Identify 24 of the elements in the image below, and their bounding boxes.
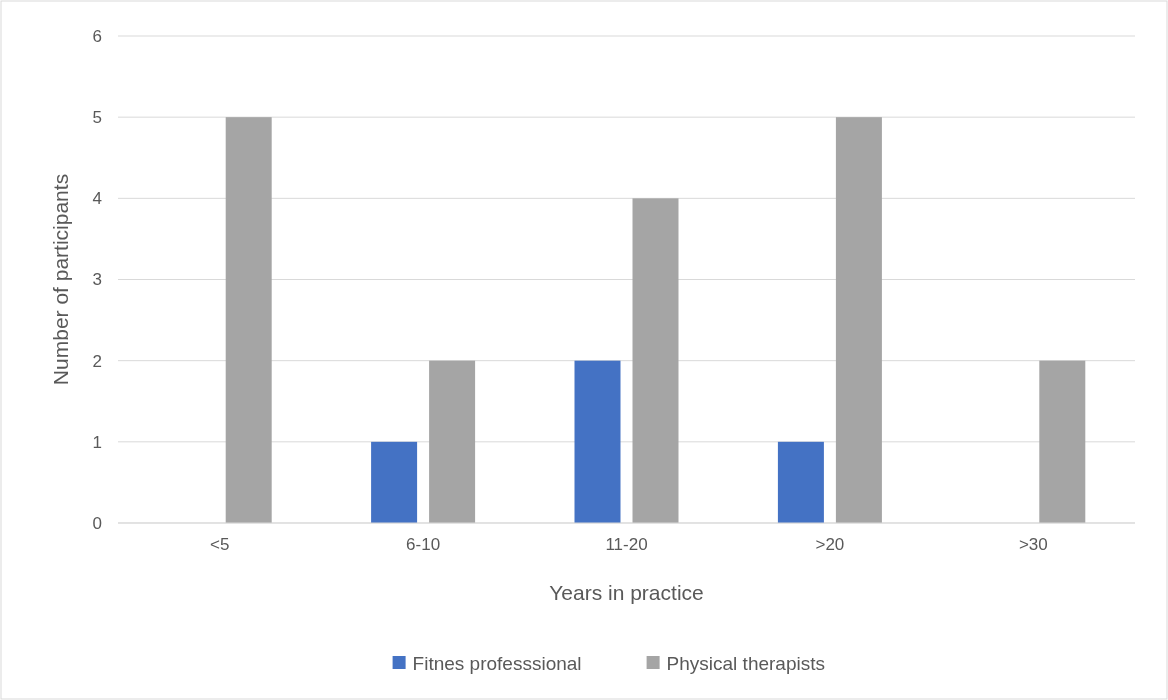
bar	[225, 117, 272, 523]
x-tick-label: >30	[1018, 535, 1048, 554]
y-tick-label: 0	[92, 513, 102, 533]
legend-label: Fitnes professsional	[412, 652, 582, 674]
legend-label: Physical therapists	[666, 652, 826, 674]
y-tick-label: 3	[92, 270, 102, 290]
x-tick-label: >20	[815, 535, 845, 554]
x-axis-title: Years in practice	[549, 581, 704, 604]
bar	[1039, 360, 1086, 523]
x-tick-label: <5	[210, 535, 230, 554]
y-tick-label: 6	[92, 26, 102, 46]
bar	[632, 198, 679, 523]
x-tick-label: 11-20	[605, 535, 648, 554]
x-tick-label: 6-10	[406, 535, 441, 554]
y-axis-title: Number of participants	[49, 173, 72, 386]
bar	[429, 360, 476, 523]
y-tick-label: 5	[92, 108, 102, 128]
bar	[835, 117, 882, 523]
y-tick-label: 2	[92, 351, 102, 371]
bar	[574, 360, 621, 523]
y-tick-label: 4	[92, 189, 102, 209]
y-tick-label: 1	[92, 432, 102, 452]
bar	[371, 441, 418, 523]
bar	[777, 441, 824, 523]
